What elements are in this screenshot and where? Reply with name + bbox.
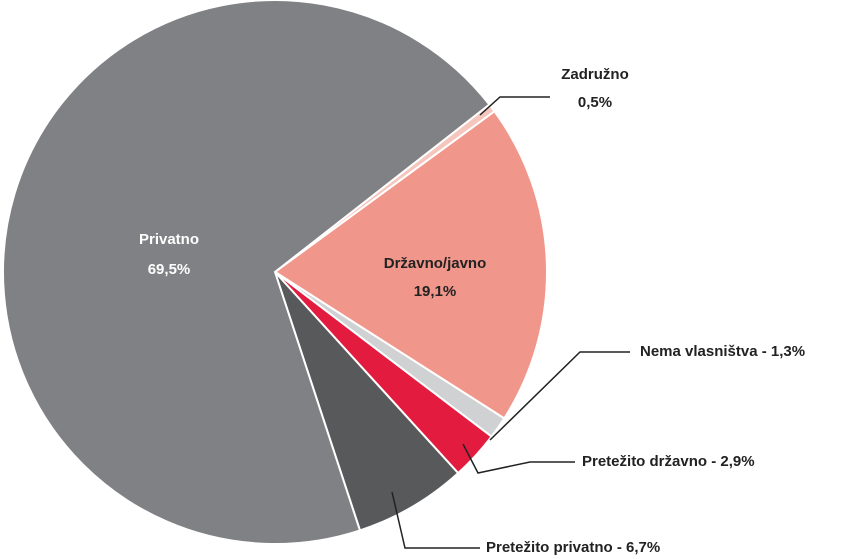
- separator: -: [613, 539, 626, 556]
- leader-line: [489, 351, 630, 441]
- pie-slice: [273, 109, 548, 420]
- category-label: Zadružno: [561, 66, 629, 83]
- separator: -: [707, 453, 720, 470]
- pie-slice: [274, 271, 460, 532]
- value-label: 2,9%: [720, 453, 754, 470]
- value-label: 69,5%: [148, 261, 191, 278]
- slice-label: Pretežito privatno - 6,7%: [486, 539, 660, 556]
- category-label: Pretežito državno: [582, 453, 707, 470]
- value-label: 0,5%: [578, 94, 612, 111]
- category-label: Nema vlasništva: [640, 343, 758, 360]
- category-label: Državno/javno: [384, 255, 487, 272]
- leader-line: [462, 443, 575, 474]
- category-label: Pretežito privatno: [486, 539, 613, 556]
- slice-label: Nema vlasništva - 1,3%: [640, 343, 805, 360]
- pie-slice: [2, 0, 491, 545]
- leader-line: [391, 491, 480, 549]
- category-label: Privatno: [139, 231, 199, 248]
- value-label: 1,3%: [771, 343, 805, 360]
- value-label: 6,7%: [626, 539, 660, 556]
- leader-line: [479, 96, 550, 116]
- value-label: 19,1%: [414, 283, 457, 300]
- separator: -: [758, 343, 771, 360]
- slice-label: Pretežito državno - 2,9%: [582, 453, 755, 470]
